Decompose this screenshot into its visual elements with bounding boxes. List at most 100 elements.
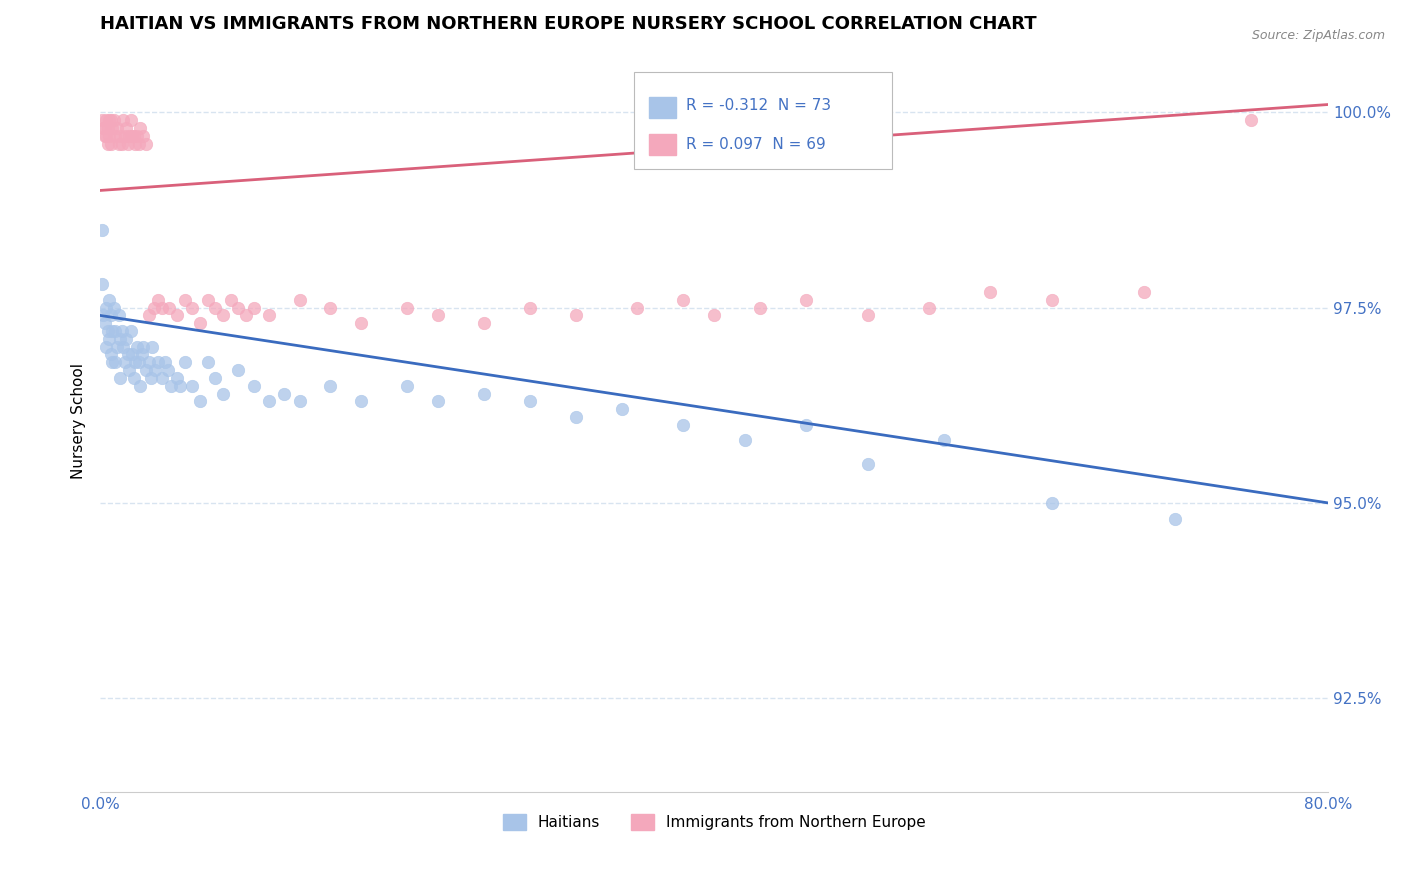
Point bbox=[124, 136, 146, 151]
Point bbox=[153, 355, 176, 369]
Point bbox=[242, 301, 264, 315]
Point bbox=[794, 293, 817, 307]
Point bbox=[97, 136, 120, 151]
Point bbox=[212, 386, 235, 401]
Point bbox=[120, 324, 142, 338]
Point bbox=[734, 434, 756, 448]
Point bbox=[519, 394, 541, 409]
Point bbox=[472, 316, 495, 330]
Point bbox=[105, 120, 128, 135]
Point bbox=[519, 301, 541, 315]
Point bbox=[156, 363, 179, 377]
Point bbox=[91, 309, 114, 323]
Point bbox=[125, 340, 148, 354]
Point bbox=[856, 309, 879, 323]
Point bbox=[118, 363, 141, 377]
Point bbox=[319, 301, 342, 315]
Point bbox=[703, 309, 725, 323]
Point bbox=[159, 378, 181, 392]
Point bbox=[235, 309, 257, 323]
Point bbox=[148, 293, 170, 307]
Point bbox=[117, 347, 139, 361]
Text: Source: ZipAtlas.com: Source: ZipAtlas.com bbox=[1251, 29, 1385, 43]
Point bbox=[129, 378, 152, 392]
Point bbox=[610, 402, 633, 417]
Point bbox=[166, 309, 188, 323]
Point bbox=[101, 324, 124, 338]
Point bbox=[1163, 511, 1185, 525]
Point bbox=[96, 113, 118, 128]
Text: R = -0.312  N = 73: R = -0.312 N = 73 bbox=[686, 98, 831, 113]
Point bbox=[135, 363, 157, 377]
Point bbox=[108, 332, 131, 346]
Point bbox=[98, 113, 121, 128]
Point bbox=[181, 378, 204, 392]
Point bbox=[118, 128, 141, 143]
Point bbox=[141, 340, 163, 354]
Point bbox=[749, 301, 772, 315]
Point bbox=[93, 120, 115, 135]
Point bbox=[114, 128, 136, 143]
Point bbox=[90, 113, 112, 128]
Point bbox=[138, 355, 160, 369]
Point bbox=[157, 301, 180, 315]
Point bbox=[98, 128, 121, 143]
Point bbox=[128, 136, 150, 151]
Point bbox=[672, 293, 695, 307]
Point bbox=[350, 316, 373, 330]
Point bbox=[226, 363, 249, 377]
Point bbox=[173, 355, 195, 369]
Point bbox=[672, 417, 695, 432]
Point bbox=[128, 355, 150, 369]
Point bbox=[257, 394, 280, 409]
Point bbox=[426, 394, 449, 409]
Point bbox=[396, 301, 419, 315]
Point bbox=[197, 293, 219, 307]
Point bbox=[142, 301, 165, 315]
Point bbox=[856, 457, 879, 471]
Point bbox=[288, 293, 311, 307]
Point bbox=[90, 277, 112, 292]
Text: R = 0.097  N = 69: R = 0.097 N = 69 bbox=[686, 137, 825, 153]
Point bbox=[565, 309, 588, 323]
Point bbox=[396, 378, 419, 392]
Point bbox=[145, 363, 167, 377]
Point bbox=[93, 316, 115, 330]
Point bbox=[115, 120, 138, 135]
Y-axis label: Nursery School: Nursery School bbox=[72, 363, 86, 479]
Point bbox=[565, 409, 588, 424]
Point bbox=[124, 355, 146, 369]
Point bbox=[97, 324, 120, 338]
Point bbox=[122, 371, 145, 385]
Point bbox=[350, 394, 373, 409]
Point bbox=[132, 340, 155, 354]
Point bbox=[150, 371, 173, 385]
Bar bbox=[650, 134, 676, 155]
Point bbox=[90, 222, 112, 236]
Point bbox=[131, 347, 153, 361]
Point bbox=[96, 128, 118, 143]
Point bbox=[173, 293, 195, 307]
Point bbox=[226, 301, 249, 315]
Point bbox=[107, 136, 129, 151]
Point bbox=[273, 386, 295, 401]
Point bbox=[93, 128, 115, 143]
Point bbox=[111, 324, 134, 338]
Point bbox=[107, 309, 129, 323]
Point bbox=[139, 371, 162, 385]
Point bbox=[319, 378, 342, 392]
Point bbox=[188, 316, 211, 330]
FancyBboxPatch shape bbox=[634, 72, 893, 169]
Point bbox=[979, 285, 1001, 299]
Point bbox=[105, 340, 128, 354]
Point bbox=[96, 301, 118, 315]
Point bbox=[111, 136, 134, 151]
Point bbox=[103, 301, 125, 315]
Point bbox=[212, 309, 235, 323]
Point bbox=[98, 332, 121, 346]
Point bbox=[112, 113, 135, 128]
Point bbox=[100, 347, 122, 361]
Text: HAITIAN VS IMMIGRANTS FROM NORTHERN EUROPE NURSERY SCHOOL CORRELATION CHART: HAITIAN VS IMMIGRANTS FROM NORTHERN EURO… bbox=[100, 15, 1036, 33]
Point bbox=[150, 301, 173, 315]
Point bbox=[794, 417, 817, 432]
